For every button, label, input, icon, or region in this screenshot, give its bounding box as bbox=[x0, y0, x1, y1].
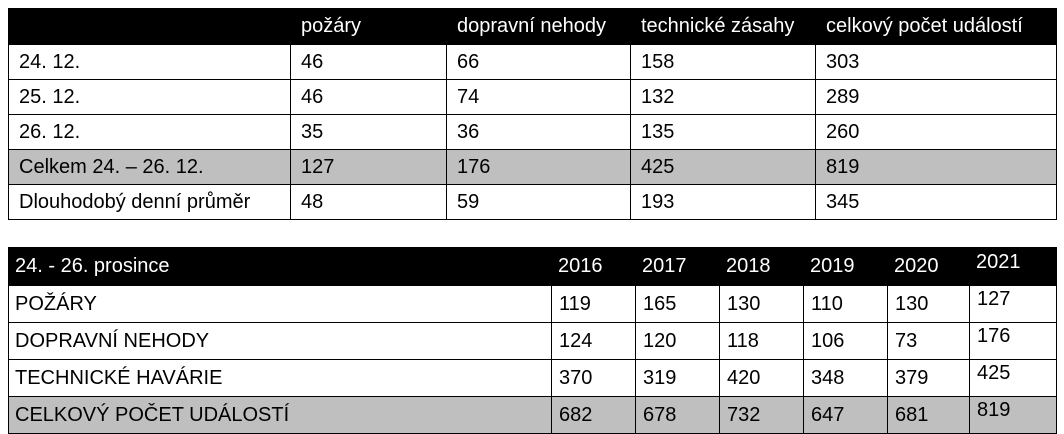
table-cell: 819 bbox=[815, 149, 1057, 185]
column-header-total-events: celkový počet událostí bbox=[815, 8, 1057, 45]
row-label: Celkem 24. – 26. 12. bbox=[8, 149, 291, 185]
table-cell: 124 bbox=[551, 322, 636, 360]
table-cell: 118 bbox=[719, 322, 804, 360]
table-cell: 46 bbox=[290, 79, 447, 115]
table-cell: 370 bbox=[551, 359, 636, 397]
table-row: POŽÁRY 119 165 130 110 130 127 bbox=[8, 285, 1057, 323]
table-cell: 66 bbox=[446, 44, 631, 80]
table-row-total: CELKOVÝ POČET UDÁLOSTÍ 682 678 732 647 6… bbox=[8, 396, 1057, 434]
table-cell: 260 bbox=[815, 114, 1057, 150]
row-label: DOPRAVNÍ NEHODY bbox=[8, 322, 552, 360]
table-cell: 682 bbox=[551, 396, 636, 434]
table-cell: 74 bbox=[446, 79, 631, 115]
table-cell: 289 bbox=[815, 79, 1057, 115]
table-cell: 132 bbox=[630, 79, 816, 115]
table-row: 25. 12. 46 74 132 289 bbox=[8, 79, 1057, 115]
table-cell: 127 bbox=[290, 149, 447, 185]
table-cell: 48 bbox=[290, 184, 447, 220]
table-cell: 35 bbox=[290, 114, 447, 150]
table-cell: 73 bbox=[887, 322, 970, 360]
column-header-technical-interventions: technické zásahy bbox=[630, 8, 816, 45]
table-cell: 732 bbox=[719, 396, 804, 434]
column-header-year-2018: 2018 bbox=[719, 247, 804, 286]
row-label: POŽÁRY bbox=[8, 285, 552, 323]
table-cell: 678 bbox=[635, 396, 720, 434]
column-header-period: 24. - 26. prosince bbox=[8, 247, 552, 286]
table-cell: 36 bbox=[446, 114, 631, 150]
row-label: Dlouhodobý denní průměr bbox=[8, 184, 291, 220]
table-cell: 303 bbox=[815, 44, 1057, 80]
column-header-year-2020: 2020 bbox=[887, 247, 970, 286]
table-cell: 130 bbox=[887, 285, 970, 323]
column-header-year-2019: 2019 bbox=[803, 247, 888, 286]
daily-events-table: požáry dopravní nehody technické zásahy … bbox=[8, 8, 1057, 220]
row-label: TECHNICKÉ HAVÁRIE bbox=[8, 359, 552, 397]
row-label: 24. 12. bbox=[8, 44, 291, 80]
column-header-fires: požáry bbox=[290, 8, 447, 45]
table-cell: 176 bbox=[969, 322, 1057, 360]
table-cell: 130 bbox=[719, 285, 804, 323]
table-row-average: Dlouhodobý denní průměr 48 59 193 345 bbox=[8, 184, 1057, 220]
table-cell: 127 bbox=[969, 285, 1057, 323]
table-cell: 647 bbox=[803, 396, 888, 434]
table-row: 24. 12. 46 66 158 303 bbox=[8, 44, 1057, 80]
table-cell: 46 bbox=[290, 44, 447, 80]
table-cell: 420 bbox=[719, 359, 804, 397]
table-cell: 165 bbox=[635, 285, 720, 323]
table-row-total: Celkem 24. – 26. 12. 127 176 425 819 bbox=[8, 149, 1057, 185]
table-cell: 176 bbox=[446, 149, 631, 185]
row-label: 25. 12. bbox=[8, 79, 291, 115]
table-row: DOPRAVNÍ NEHODY 124 120 118 106 73 176 bbox=[8, 322, 1057, 360]
table-cell: 319 bbox=[635, 359, 720, 397]
table-cell: 379 bbox=[887, 359, 970, 397]
table-cell: 59 bbox=[446, 184, 631, 220]
table-cell: 348 bbox=[803, 359, 888, 397]
table-cell: 193 bbox=[630, 184, 816, 220]
table-cell: 425 bbox=[969, 359, 1057, 397]
table-cell: 119 bbox=[551, 285, 636, 323]
table-cell: 120 bbox=[635, 322, 720, 360]
table-cell: 345 bbox=[815, 184, 1057, 220]
table-cell: 135 bbox=[630, 114, 816, 150]
table-cell: 819 bbox=[969, 396, 1057, 434]
table-cell: 158 bbox=[630, 44, 816, 80]
column-header-year-2021: 2021 bbox=[969, 247, 1057, 286]
row-label: CELKOVÝ POČET UDÁLOSTÍ bbox=[8, 396, 552, 434]
row-label: 26. 12. bbox=[8, 114, 291, 150]
column-header-year-2016: 2016 bbox=[551, 247, 636, 286]
table-header-row: 24. - 26. prosince 2016 2017 2018 2019 2… bbox=[8, 247, 1057, 286]
column-header-year-2017: 2017 bbox=[635, 247, 720, 286]
table-cell: 681 bbox=[887, 396, 970, 434]
table-header-row: požáry dopravní nehody technické zásahy … bbox=[8, 8, 1057, 45]
table-row: 26. 12. 35 36 135 260 bbox=[8, 114, 1057, 150]
column-header-traffic-accidents: dopravní nehody bbox=[446, 8, 631, 45]
table-row: TECHNICKÉ HAVÁRIE 370 319 420 348 379 42… bbox=[8, 359, 1057, 397]
table-cell: 106 bbox=[803, 322, 888, 360]
table-cell: 425 bbox=[630, 149, 816, 185]
yearly-comparison-table: 24. - 26. prosince 2016 2017 2018 2019 2… bbox=[8, 247, 1057, 434]
column-header-blank bbox=[8, 8, 291, 45]
table-cell: 110 bbox=[803, 285, 888, 323]
